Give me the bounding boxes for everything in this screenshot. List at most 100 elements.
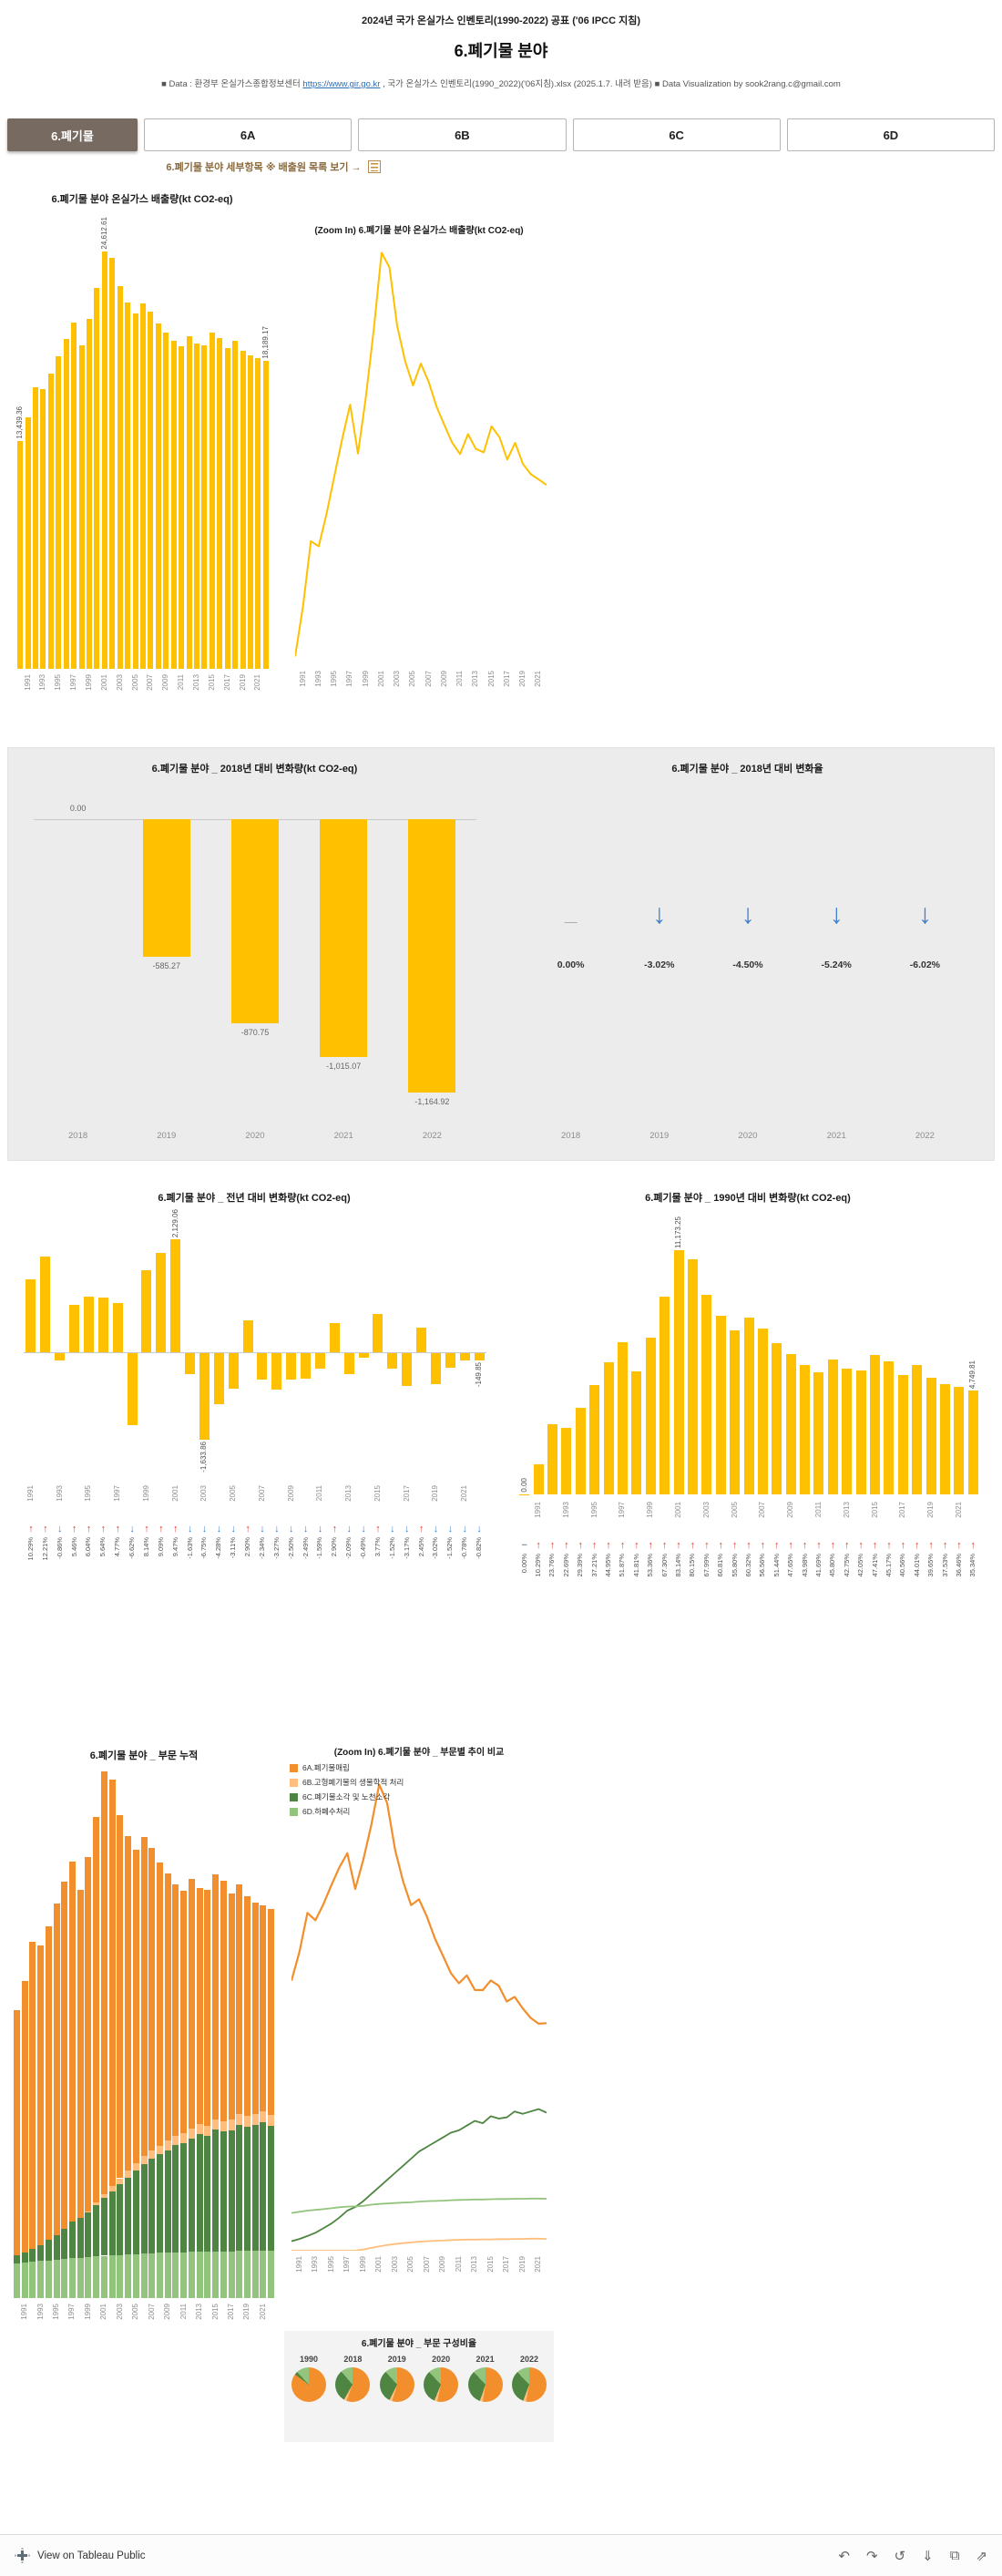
tab-waste-total[interactable]: 6.폐기물 [7,118,138,151]
stack-6C-2018[interactable] [236,2124,243,2252]
stack-6D-2002[interactable] [108,2255,116,2298]
stack-6C-1993[interactable] [37,2244,45,2262]
bar-2009[interactable] [163,332,169,669]
stack-6C-2005[interactable] [132,2171,139,2254]
stack-6A-2022[interactable] [268,1908,275,2116]
stack-6D-2008[interactable] [156,2253,163,2298]
stack-6B-2006[interactable] [140,2155,148,2164]
stack-6A-2019[interactable] [243,1896,250,2117]
stack-6D-2021[interactable] [260,2251,267,2298]
legend-item[interactable]: 6A.폐기물매립 [290,1762,404,1773]
bar-2014[interactable] [201,344,208,669]
stack-6A-2016[interactable] [220,1880,227,2121]
stack-6A-1996[interactable] [61,1881,68,2229]
stack-6C-1990[interactable] [13,2255,20,2264]
bar-1995[interactable] [83,1297,94,1353]
total-line-plot[interactable] [295,246,547,665]
bar-2002[interactable] [687,1258,698,1494]
pie-chart-2019[interactable] [379,2367,414,2402]
download-icon[interactable]: ⇓ [922,2548,934,2564]
bar-2004[interactable] [125,302,131,669]
stack-6C-2013[interactable] [196,2133,203,2253]
bar-1991[interactable] [25,417,31,669]
stack-6A-1993[interactable] [37,1945,45,2245]
pie-chart-2018[interactable] [335,2367,371,2402]
bar-2011[interactable] [813,1371,824,1494]
stack-6A-2010[interactable] [172,1883,179,2136]
stack-6B-2011[interactable] [180,2132,188,2143]
bar-2013[interactable] [343,1352,354,1375]
bar-2014[interactable] [855,1370,866,1494]
bar-2019[interactable] [240,350,246,669]
stack-6D-2017[interactable] [228,2251,235,2298]
stack-6D-1992[interactable] [29,2262,36,2298]
stack-6C-2002[interactable] [108,2191,116,2256]
bar-1996[interactable] [603,1362,614,1494]
stack-6C-2020[interactable] [251,2124,259,2252]
stack-6A-2012[interactable] [188,1878,195,2129]
stack-6C-2017[interactable] [228,2130,235,2252]
bar-2021[interactable] [255,357,261,669]
pie-chart-2021[interactable] [467,2367,503,2402]
stack-6C-1997[interactable] [68,2222,76,2259]
tab-6b[interactable]: 6B [358,118,567,151]
stack-6D-2006[interactable] [140,2253,148,2298]
stack-6C-1999[interactable] [85,2212,92,2258]
stack-6D-2019[interactable] [243,2251,250,2298]
stack-6A-2017[interactable] [228,1894,235,2120]
bar-2013[interactable] [842,1369,853,1494]
stack-6B-2004[interactable] [125,2171,132,2178]
bar-1995[interactable] [589,1385,600,1494]
stack-6C-1998[interactable] [77,2218,84,2258]
stack-6A-2006[interactable] [140,1837,148,2156]
bar-2017[interactable] [402,1352,413,1386]
bar-1998[interactable] [127,1352,138,1425]
bar-2009[interactable] [286,1352,297,1380]
bar-1993[interactable] [55,1352,66,1360]
stack-6A-1992[interactable] [29,1942,36,2249]
stack-6D-2007[interactable] [148,2253,156,2298]
bar-2006[interactable] [242,1319,253,1353]
stack-6D-2009[interactable] [164,2253,171,2298]
bar-2001[interactable] [673,1250,684,1494]
stack-6C-2007[interactable] [148,2159,156,2253]
stack-6B-2017[interactable] [228,2119,235,2130]
bar-1990[interactable] [519,1494,530,1495]
bar-2020[interactable] [247,355,253,669]
bar-2015[interactable] [209,333,215,669]
pie-chart-1990[interactable] [291,2367,326,2402]
stack-6C-1996[interactable] [61,2228,68,2259]
stack-6C-2014[interactable] [204,2136,211,2253]
bar-1997[interactable] [617,1341,628,1494]
bar-2010[interactable] [170,340,177,669]
bar-2022[interactable] [967,1391,978,1494]
stack-6C-2008[interactable] [156,2154,163,2253]
tab-6d[interactable]: 6D [786,118,995,151]
stack-6C-1991[interactable] [21,2252,28,2263]
stack-6A-2008[interactable] [156,1863,163,2146]
bar-2003[interactable] [117,285,123,669]
bar-2012[interactable] [827,1360,838,1494]
bar-2002[interactable] [109,258,116,669]
stack-6A-2014[interactable] [204,1889,211,2126]
stack-6D-2010[interactable] [172,2252,179,2298]
stack-6A-2003[interactable] [117,1814,124,2179]
stack-6A-2011[interactable] [180,1890,188,2133]
bar-1993[interactable] [40,389,46,669]
bar-2003[interactable] [701,1294,712,1494]
stack-6C-2004[interactable] [125,2177,132,2255]
bar-2021[interactable] [459,1352,470,1360]
bar-2018[interactable] [416,1328,427,1353]
stack-6A-1994[interactable] [45,1925,52,2241]
stack-6A-1999[interactable] [85,1857,92,2212]
bar-2016[interactable] [217,337,223,669]
bar-1994[interactable] [575,1408,586,1494]
stack-6D-1998[interactable] [77,2257,84,2298]
bar-2018[interactable] [912,1365,923,1494]
stack-6A-1991[interactable] [21,1980,28,2253]
bar-1997[interactable] [112,1303,123,1353]
stack-6B-2000[interactable] [93,2202,100,2205]
bar-2008[interactable] [155,323,161,669]
bar-2006[interactable] [140,303,146,669]
stack-6B-2005[interactable] [132,2163,139,2171]
